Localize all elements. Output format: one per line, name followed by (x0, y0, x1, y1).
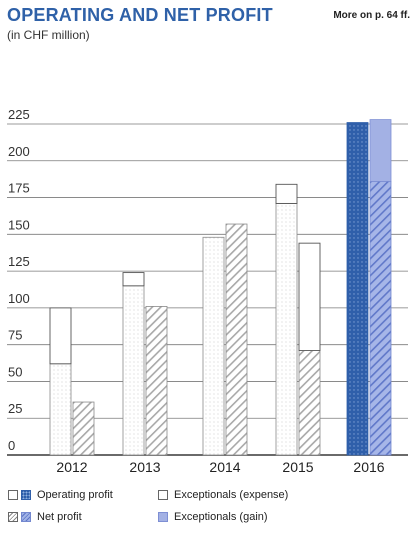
legend-exceptionals-expense: Exceptionals (expense) (158, 489, 288, 501)
bar-operating-2014 (202, 236, 225, 456)
y-tick-label: 225 (8, 107, 30, 122)
chart-title: OPERATING AND NET PROFIT (7, 5, 273, 25)
bar-exceptionals-expense-2012 (49, 307, 72, 365)
y-tick-label: 0 (8, 438, 15, 453)
chart-subtitle: (in CHF million) (7, 28, 90, 42)
page-reference-link[interactable]: More on p. 64 ff. (333, 10, 410, 21)
x-tick-label-2012: 2012 (56, 459, 87, 475)
legend-net-profit: Net profit (8, 511, 82, 523)
x-tick-label-2014: 2014 (209, 459, 240, 475)
bar-operating-2015 (275, 203, 298, 456)
bar-net-2016 (369, 180, 392, 456)
legend-label-exceptionals-expense: Exceptionals (expense) (174, 489, 289, 501)
bar-operating-2012 (49, 363, 72, 456)
bar-net-2012 (72, 401, 95, 456)
bar-operating-2013 (122, 285, 145, 456)
bar-exceptionals-gain-2016 (369, 119, 392, 182)
bar-net-2015 (298, 350, 321, 456)
bar-net-2014 (225, 223, 248, 456)
bar-exceptionals-expense-2015 (275, 183, 298, 204)
legend-label-net-profit: Net profit (37, 511, 82, 523)
y-tick-label: 125 (8, 254, 30, 269)
legend-label-operating-profit: Operating profit (37, 489, 113, 501)
bar-operating-2016 (346, 122, 369, 456)
y-tick-label: 200 (8, 144, 30, 159)
legend-swatch-gain (158, 512, 168, 522)
bar-net-2013 (145, 306, 168, 456)
y-tick-label: 25 (8, 401, 22, 416)
legend-swatch-operating-blue (21, 490, 31, 500)
legend-swatch-net-white (8, 512, 18, 522)
legend-exceptionals-gain: Exceptionals (gain) (158, 511, 268, 523)
y-tick-label: 175 (8, 181, 30, 196)
x-tick-label-2013: 2013 (129, 459, 160, 475)
legend-swatch-net-blue (21, 512, 31, 522)
x-tick-label-2015: 2015 (282, 459, 313, 475)
legend-swatch-expense (158, 490, 168, 500)
y-tick-label: 75 (8, 328, 22, 343)
bar-exceptionals-expense-2013 (122, 272, 145, 287)
bar-exceptionals-gain-2015 (298, 242, 321, 352)
legend-operating-profit: Operating profit (8, 489, 113, 501)
y-tick-label: 100 (8, 291, 30, 306)
y-tick-label: 50 (8, 364, 22, 379)
x-tick-label-2016: 2016 (353, 459, 384, 475)
legend-label-exceptionals-gain: Exceptionals (gain) (174, 511, 268, 523)
y-tick-label: 150 (8, 217, 30, 232)
legend-swatch-operating-white (8, 490, 18, 500)
